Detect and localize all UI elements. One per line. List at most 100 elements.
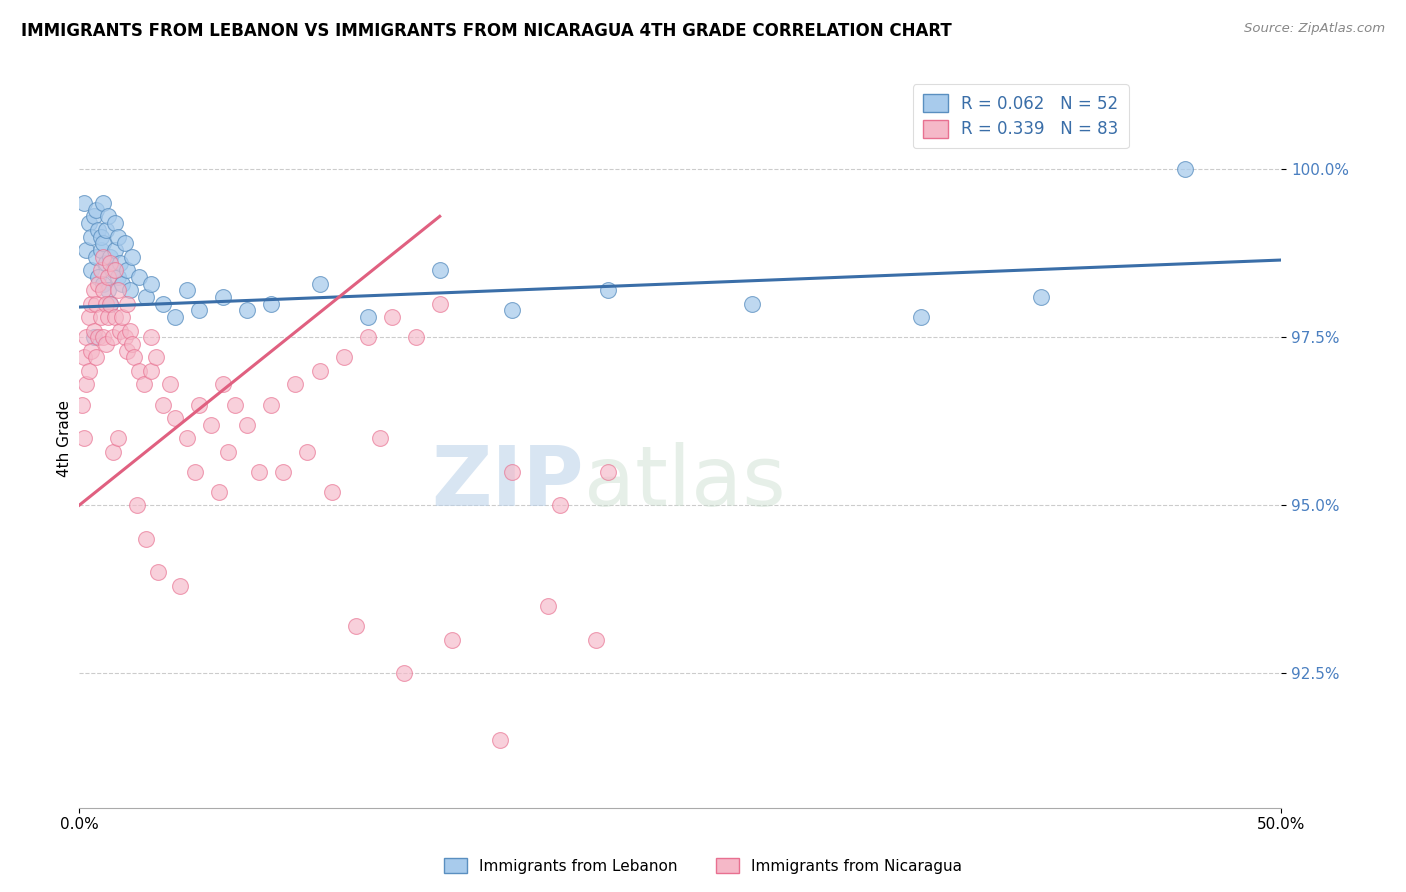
Point [118, 324, 141, 338]
Point [135, 290, 157, 304]
Point [159, 377, 181, 392]
Point [115, 263, 138, 277]
Point [148, 566, 170, 580]
Point [135, 532, 157, 546]
Point [91, 250, 114, 264]
Point [94, 223, 117, 237]
Point [108, 256, 131, 270]
Point [356, 310, 378, 325]
Point [115, 296, 138, 310]
Point [548, 498, 571, 512]
Point [97, 210, 120, 224]
Point [94, 296, 117, 310]
Point [132, 377, 155, 392]
Point [429, 296, 451, 310]
Point [165, 310, 187, 325]
Point [91, 195, 114, 210]
Point [332, 351, 354, 365]
Point [183, 465, 205, 479]
Point [80, 229, 103, 244]
Point [75, 330, 97, 344]
Point [73, 431, 96, 445]
Point [75, 377, 97, 392]
Point [91, 330, 114, 344]
Point [104, 216, 127, 230]
Point [94, 256, 117, 270]
Point [84, 250, 107, 264]
Point [596, 283, 619, 297]
Point [141, 330, 163, 344]
Point [121, 250, 143, 264]
Point [107, 283, 129, 297]
Legend: Immigrants from Lebanon, Immigrants from Nicaragua: Immigrants from Lebanon, Immigrants from… [437, 852, 969, 880]
Point [84, 202, 107, 217]
Point [101, 444, 124, 458]
Point [308, 364, 330, 378]
Point [284, 377, 307, 392]
Point [910, 310, 932, 325]
Point [100, 296, 122, 310]
Point [249, 465, 271, 479]
Point [108, 324, 131, 338]
Point [585, 632, 607, 647]
Point [321, 484, 343, 499]
Point [176, 283, 198, 297]
Point [73, 195, 96, 210]
Point [94, 337, 117, 351]
Point [90, 310, 112, 325]
Point [152, 296, 174, 310]
Point [84, 351, 107, 365]
Point [87, 223, 110, 237]
Point [77, 216, 100, 230]
Point [77, 364, 100, 378]
Point [97, 283, 120, 297]
Point [344, 619, 367, 633]
Point [501, 303, 523, 318]
Point [107, 431, 129, 445]
Point [100, 296, 122, 310]
Point [368, 431, 391, 445]
Point [188, 397, 211, 411]
Point [596, 465, 619, 479]
Point [236, 303, 259, 318]
Point [128, 269, 150, 284]
Point [1174, 162, 1197, 177]
Point [212, 377, 235, 392]
Point [83, 283, 105, 297]
Point [115, 343, 138, 358]
Point [200, 417, 222, 432]
Point [488, 733, 510, 747]
Point [100, 256, 122, 270]
Text: ZIP: ZIP [432, 442, 583, 523]
Point [73, 351, 96, 365]
Point [107, 229, 129, 244]
Point [273, 465, 295, 479]
Point [77, 310, 100, 325]
Y-axis label: 4th Grade: 4th Grade [58, 400, 72, 476]
Point [107, 269, 129, 284]
Point [87, 269, 110, 284]
Point [87, 330, 110, 344]
Point [104, 243, 127, 257]
Point [169, 579, 191, 593]
Point [741, 296, 763, 310]
Point [165, 411, 187, 425]
Point [297, 444, 319, 458]
Point [111, 277, 134, 291]
Point [83, 324, 105, 338]
Point [128, 364, 150, 378]
Point [141, 364, 163, 378]
Point [101, 330, 124, 344]
Point [145, 351, 167, 365]
Point [356, 330, 378, 344]
Point [501, 465, 523, 479]
Point [141, 277, 163, 291]
Point [381, 310, 404, 325]
Point [224, 397, 246, 411]
Point [188, 303, 211, 318]
Point [101, 263, 124, 277]
Point [100, 250, 122, 264]
Text: IMMIGRANTS FROM LEBANON VS IMMIGRANTS FROM NICARAGUA 4TH GRADE CORRELATION CHART: IMMIGRANTS FROM LEBANON VS IMMIGRANTS FR… [21, 22, 952, 40]
Text: Source: ZipAtlas.com: Source: ZipAtlas.com [1244, 22, 1385, 36]
Point [537, 599, 560, 613]
